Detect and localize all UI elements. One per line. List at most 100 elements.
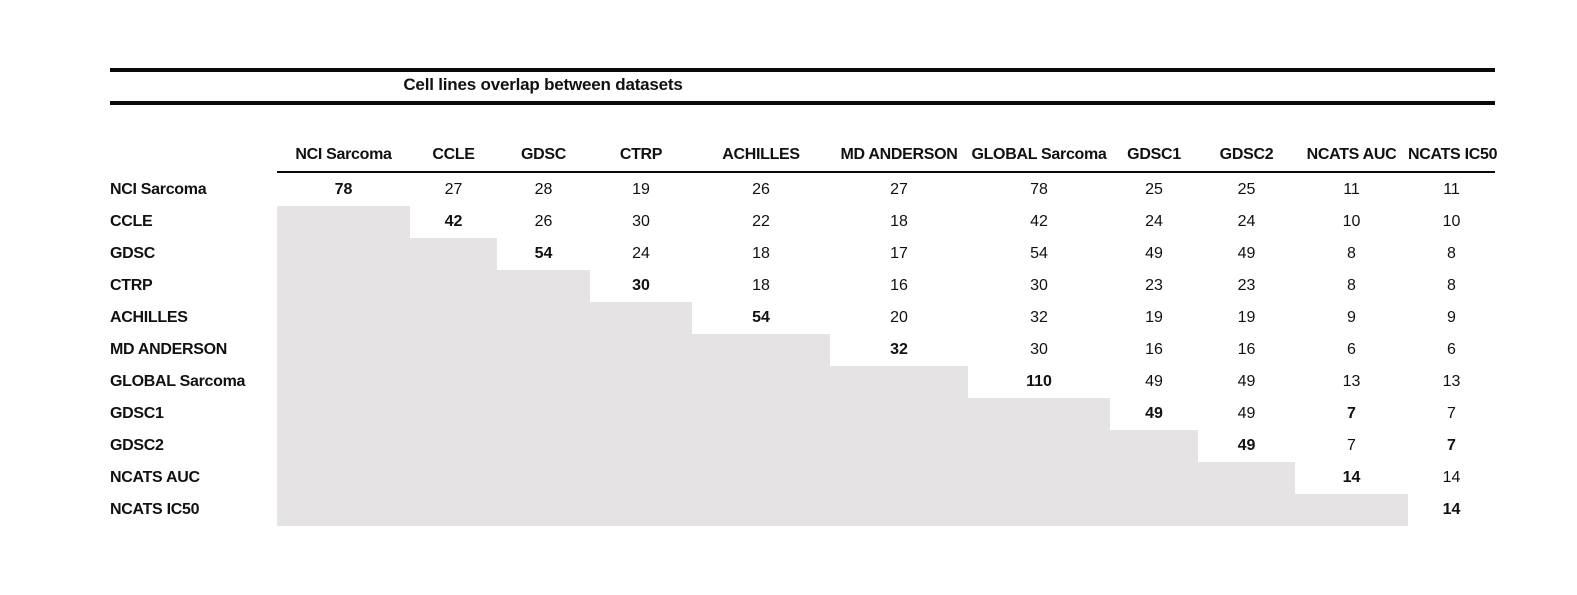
matrix-cell-shaded — [1198, 462, 1295, 494]
matrix-cell-shaded — [1295, 494, 1408, 526]
matrix-cell: 78 — [1030, 181, 1048, 198]
matrix-cell: 26 — [534, 213, 553, 230]
matrix-cell-shaded — [968, 494, 1110, 526]
matrix-cell: 49 — [1237, 245, 1256, 262]
corner-cell — [110, 140, 277, 170]
matrix-cell-shaded — [277, 462, 410, 494]
matrix-cell: 17 — [890, 245, 908, 262]
matrix-cell: 32 — [1030, 309, 1048, 326]
column-header-ncats-ic50: NCATS IC50 — [1408, 146, 1498, 163]
matrix-cell-shaded — [277, 270, 410, 302]
matrix-cell-shaded — [277, 334, 410, 366]
matrix-cell-shaded — [410, 334, 497, 366]
matrix-cell-shaded — [277, 430, 410, 462]
matrix-cell: 54 — [534, 245, 553, 262]
matrix-cell-shaded — [968, 398, 1110, 430]
matrix-cell-shaded — [1110, 430, 1198, 462]
matrix-cell-shaded — [692, 462, 830, 494]
matrix-cell: 18 — [752, 245, 770, 262]
matrix-cell: 42 — [444, 213, 463, 230]
matrix-cell: 6 — [1447, 341, 1456, 358]
matrix-cell: 27 — [890, 181, 908, 198]
matrix-cell-shaded — [1198, 494, 1295, 526]
row-header-md-anderson: MD ANDERSON — [110, 341, 227, 358]
column-header-ctrp: CTRP — [619, 146, 663, 163]
matrix-cell-shaded — [277, 494, 410, 526]
row-header-achilles: ACHILLES — [110, 309, 188, 326]
matrix-cell-shaded — [590, 494, 692, 526]
matrix-cell: 24 — [632, 245, 650, 262]
matrix-cell: 28 — [534, 181, 553, 198]
matrix-cell: 7 — [1447, 437, 1456, 454]
matrix-cell: 49 — [1237, 405, 1256, 422]
matrix-cell: 18 — [890, 213, 908, 230]
matrix-cell-shaded — [497, 270, 590, 302]
row-header-ncats-auc: NCATS AUC — [110, 469, 200, 486]
matrix-cell: 16 — [890, 277, 908, 294]
table-row-ctrp: CTRP 30 18 16 30 23 23 8 8 — [110, 270, 1495, 302]
matrix-cell: 16 — [1145, 341, 1163, 358]
matrix-cell-shaded — [590, 462, 692, 494]
matrix-cell-shaded — [830, 366, 968, 398]
matrix-cell-shaded — [277, 238, 410, 270]
table-row-ccle: CCLE 42 26 30 22 18 42 24 24 10 10 — [110, 206, 1495, 238]
matrix-cell: 49 — [1145, 373, 1163, 390]
matrix-cell-shaded — [497, 302, 590, 334]
matrix-cell-shaded — [968, 430, 1110, 462]
matrix-cell: 13 — [1342, 373, 1361, 390]
matrix-cell: 11 — [1443, 181, 1460, 198]
matrix-cell: 24 — [1145, 213, 1163, 230]
table-row-nci-sarcoma: NCI Sarcoma 78 27 28 19 26 27 78 25 25 11 11 — [110, 174, 1495, 206]
matrix-cell: 8 — [1347, 245, 1356, 262]
matrix-cell-shaded — [1110, 462, 1198, 494]
matrix-cell: 19 — [632, 181, 650, 198]
column-header-md-anderson: MD ANDERSON — [840, 146, 958, 163]
matrix-cell: 30 — [1030, 277, 1048, 294]
matrix-cell-shaded — [692, 366, 830, 398]
table-row-global-sarcoma: GLOBAL Sarcoma 110 49 49 13 13 — [110, 366, 1495, 398]
row-header-gdsc: GDSC — [110, 245, 156, 262]
matrix-cell: 23 — [1145, 277, 1163, 294]
matrix-cell-shaded — [497, 494, 590, 526]
matrix-cell: 10 — [1342, 213, 1361, 230]
row-header-gdsc2: GDSC2 — [110, 437, 164, 454]
table-row-achilles: ACHILLES 54 20 32 19 19 9 9 — [110, 302, 1495, 334]
column-header-nci-sarcoma: NCI Sarcoma — [295, 146, 392, 163]
column-header-achilles: ACHILLES — [722, 146, 800, 163]
matrix-cell: 25 — [1145, 181, 1163, 198]
matrix-cell-shaded — [590, 366, 692, 398]
matrix-cell: 14 — [1442, 469, 1461, 486]
matrix-cell: 24 — [1237, 213, 1256, 230]
overlap-table: Cell lines overlap between datasets NCI … — [110, 68, 1498, 538]
matrix-cell-shaded — [497, 398, 590, 430]
column-header-ncats-auc: NCATS AUC — [1306, 146, 1397, 163]
matrix-cell: 30 — [1030, 341, 1048, 358]
column-header-ccle: CCLE — [432, 146, 475, 163]
matrix-cell: 32 — [890, 341, 908, 358]
row-header-nci-sarcoma: NCI Sarcoma — [110, 181, 207, 198]
matrix-rows: NCI Sarcoma 78 27 28 19 26 27 78 25 25 11 11 CCLE 42 2… — [110, 174, 1495, 526]
matrix-cell-shaded — [497, 462, 590, 494]
matrix-cell-shaded — [590, 302, 692, 334]
matrix-cell-shaded — [410, 270, 497, 302]
matrix-cell-shaded — [590, 334, 692, 366]
matrix-cell: 54 — [752, 309, 770, 326]
matrix-cell-shaded — [410, 302, 497, 334]
matrix-cell-shaded — [410, 366, 497, 398]
row-header-gdsc1: GDSC1 — [110, 405, 164, 422]
matrix-cell: 8 — [1447, 245, 1456, 262]
matrix-cell: 18 — [752, 277, 770, 294]
matrix-cell: 30 — [632, 213, 650, 230]
column-header-gdsc2: GDSC2 — [1219, 146, 1274, 163]
matrix-cell-shaded — [692, 334, 830, 366]
matrix-cell: 49 — [1237, 437, 1256, 454]
matrix-cell-shaded — [410, 430, 497, 462]
matrix-cell: 10 — [1442, 213, 1461, 230]
matrix-cell: 7 — [1347, 437, 1356, 454]
matrix-cell: 16 — [1237, 341, 1256, 358]
matrix-cell: 30 — [632, 277, 650, 294]
column-header-gdsc1: GDSC1 — [1127, 146, 1181, 163]
column-header-gdsc: GDSC — [520, 146, 567, 163]
table-row-ncats-ic50: NCATS IC50 14 — [110, 494, 1495, 526]
column-header-global-sarcoma: GLOBAL Sarcoma — [971, 146, 1107, 163]
